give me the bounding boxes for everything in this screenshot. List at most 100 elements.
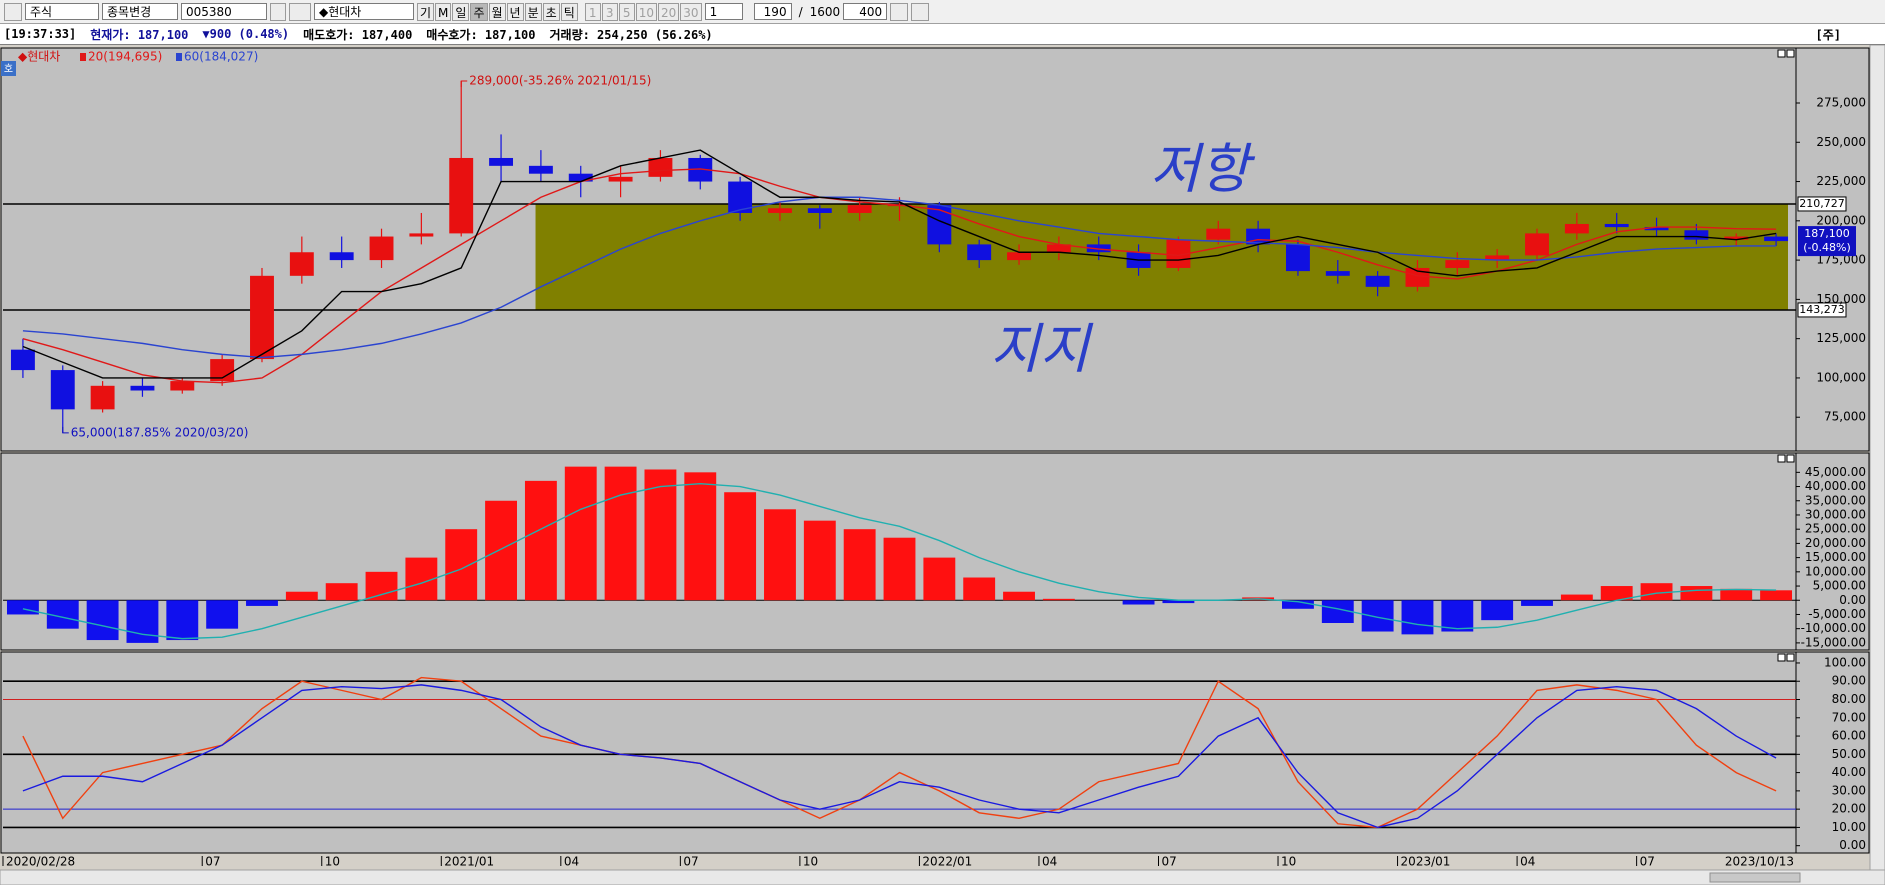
- candle-body: [1684, 230, 1709, 240]
- period-button[interactable]: 년: [506, 2, 524, 21]
- bar: [564, 466, 597, 601]
- y-tick-label: 10.00: [1832, 820, 1866, 834]
- menu-button[interactable]: [4, 2, 22, 21]
- bar: [1720, 588, 1753, 601]
- h-scroll-thumb[interactable]: [1709, 872, 1801, 883]
- bar: [285, 591, 318, 601]
- y-tick-label: 200,000: [1816, 213, 1866, 227]
- change-select[interactable]: 종목변경: [102, 3, 178, 20]
- candle-body: [1405, 267, 1430, 287]
- market-select[interactable]: 주식: [25, 3, 99, 20]
- interval-button[interactable]: 10: [635, 2, 658, 21]
- count-input[interactable]: 190: [753, 3, 792, 20]
- y-tick-label: 20.00: [1832, 802, 1866, 816]
- search-button[interactable]: [289, 2, 311, 21]
- bar: [246, 600, 278, 606]
- candle-body: [1724, 236, 1749, 240]
- candle-body: [369, 236, 394, 261]
- x-tick-label: 04: [564, 855, 579, 869]
- bar: [644, 469, 677, 601]
- period-button[interactable]: 일: [452, 2, 470, 21]
- zoom-input[interactable]: 400: [843, 3, 888, 20]
- period-button[interactable]: 초: [542, 2, 560, 21]
- pane-background: [0, 651, 1870, 854]
- candle-body: [847, 205, 872, 213]
- legend-label: 60(184,027): [184, 50, 258, 64]
- candle-body: [1764, 236, 1789, 242]
- legend-swatch: [176, 53, 182, 61]
- pane-button[interactable]: [1777, 653, 1786, 662]
- bar: [325, 583, 358, 601]
- h-line-label-box: [1797, 302, 1847, 318]
- unit-select[interactable]: 1: [704, 3, 743, 20]
- bar: [1760, 590, 1793, 601]
- y-tick-label: 60.00: [1832, 729, 1866, 743]
- high-marker: [460, 80, 468, 87]
- tag[interactable]: [주]: [1815, 27, 1842, 42]
- pane-button[interactable]: [1786, 653, 1795, 662]
- x-tick-label: 07: [683, 855, 698, 869]
- pane-button[interactable]: [1786, 49, 1795, 58]
- bar: [604, 466, 637, 601]
- period-button[interactable]: 분: [524, 2, 542, 21]
- period-button[interactable]: 주: [470, 2, 488, 21]
- pane-button[interactable]: [1786, 454, 1795, 463]
- candle-body: [90, 385, 115, 410]
- candle-body: [10, 349, 35, 371]
- y-tick-label: 90.00: [1832, 674, 1866, 688]
- candle-body: [1285, 244, 1310, 272]
- interval-buttons: 1 3 5 10 20 30: [584, 2, 702, 21]
- x-tick-label: 10: [1281, 855, 1296, 869]
- pane-button[interactable]: [1777, 49, 1786, 58]
- ask-price: 매도호가: 187,400: [303, 27, 413, 42]
- arrow-button[interactable]: [270, 2, 286, 21]
- candle-body: [927, 205, 952, 245]
- side-tag: 호: [4, 63, 13, 75]
- candle-body: [170, 381, 195, 391]
- x-tick-label: 2020/02/28: [6, 855, 75, 869]
- y-tick-label: 5,000.00: [1813, 579, 1866, 593]
- bar: [684, 472, 717, 601]
- y-tick-label: 250,000: [1816, 135, 1866, 149]
- candle-body: [1086, 244, 1111, 253]
- zone: [535, 203, 1788, 310]
- tool-button[interactable]: [911, 2, 930, 21]
- interval-button[interactable]: 20: [658, 2, 680, 21]
- period-button[interactable]: M: [435, 2, 452, 21]
- y-tick-label: 50.00: [1832, 747, 1866, 761]
- candle-body: [1525, 233, 1549, 256]
- candle-body: [1485, 255, 1510, 261]
- candle-body: [329, 252, 354, 261]
- code-input[interactable]: 005380: [181, 3, 267, 20]
- candle-body: [449, 157, 474, 234]
- interval-button[interactable]: 5: [618, 2, 635, 21]
- stochastic-line: [22, 676, 1777, 829]
- bar: [86, 600, 119, 641]
- legend-title: ◆현대차: [18, 50, 60, 64]
- interval-button[interactable]: 1: [584, 2, 601, 21]
- interval-button[interactable]: 3: [601, 2, 618, 21]
- x-tick-label: 2022/01: [922, 855, 972, 869]
- candle-body: [1325, 271, 1350, 276]
- candle-body: [1206, 228, 1231, 240]
- candle-body: [1007, 252, 1031, 261]
- x-tick-label: 10: [325, 855, 340, 869]
- period-button[interactable]: 월: [488, 2, 506, 21]
- bar: [843, 529, 876, 601]
- interval-button[interactable]: 30: [680, 2, 702, 21]
- pane-button[interactable]: [1777, 454, 1786, 463]
- tool-button[interactable]: [890, 2, 909, 21]
- bar: [1600, 586, 1633, 601]
- bar: [1042, 598, 1075, 601]
- y-tick-label: 100,000: [1816, 370, 1866, 384]
- candle-body: [688, 157, 713, 182]
- y-tick-label: 70.00: [1832, 710, 1866, 724]
- y-tick-label: 15,000.00: [1805, 550, 1866, 564]
- y-tick-label: 10,000.00: [1805, 564, 1866, 578]
- name-input[interactable]: ◆현대차: [314, 3, 414, 20]
- period-button[interactable]: 기: [417, 2, 435, 21]
- period-button[interactable]: 틱: [560, 2, 578, 21]
- pane-background: [0, 452, 1870, 651]
